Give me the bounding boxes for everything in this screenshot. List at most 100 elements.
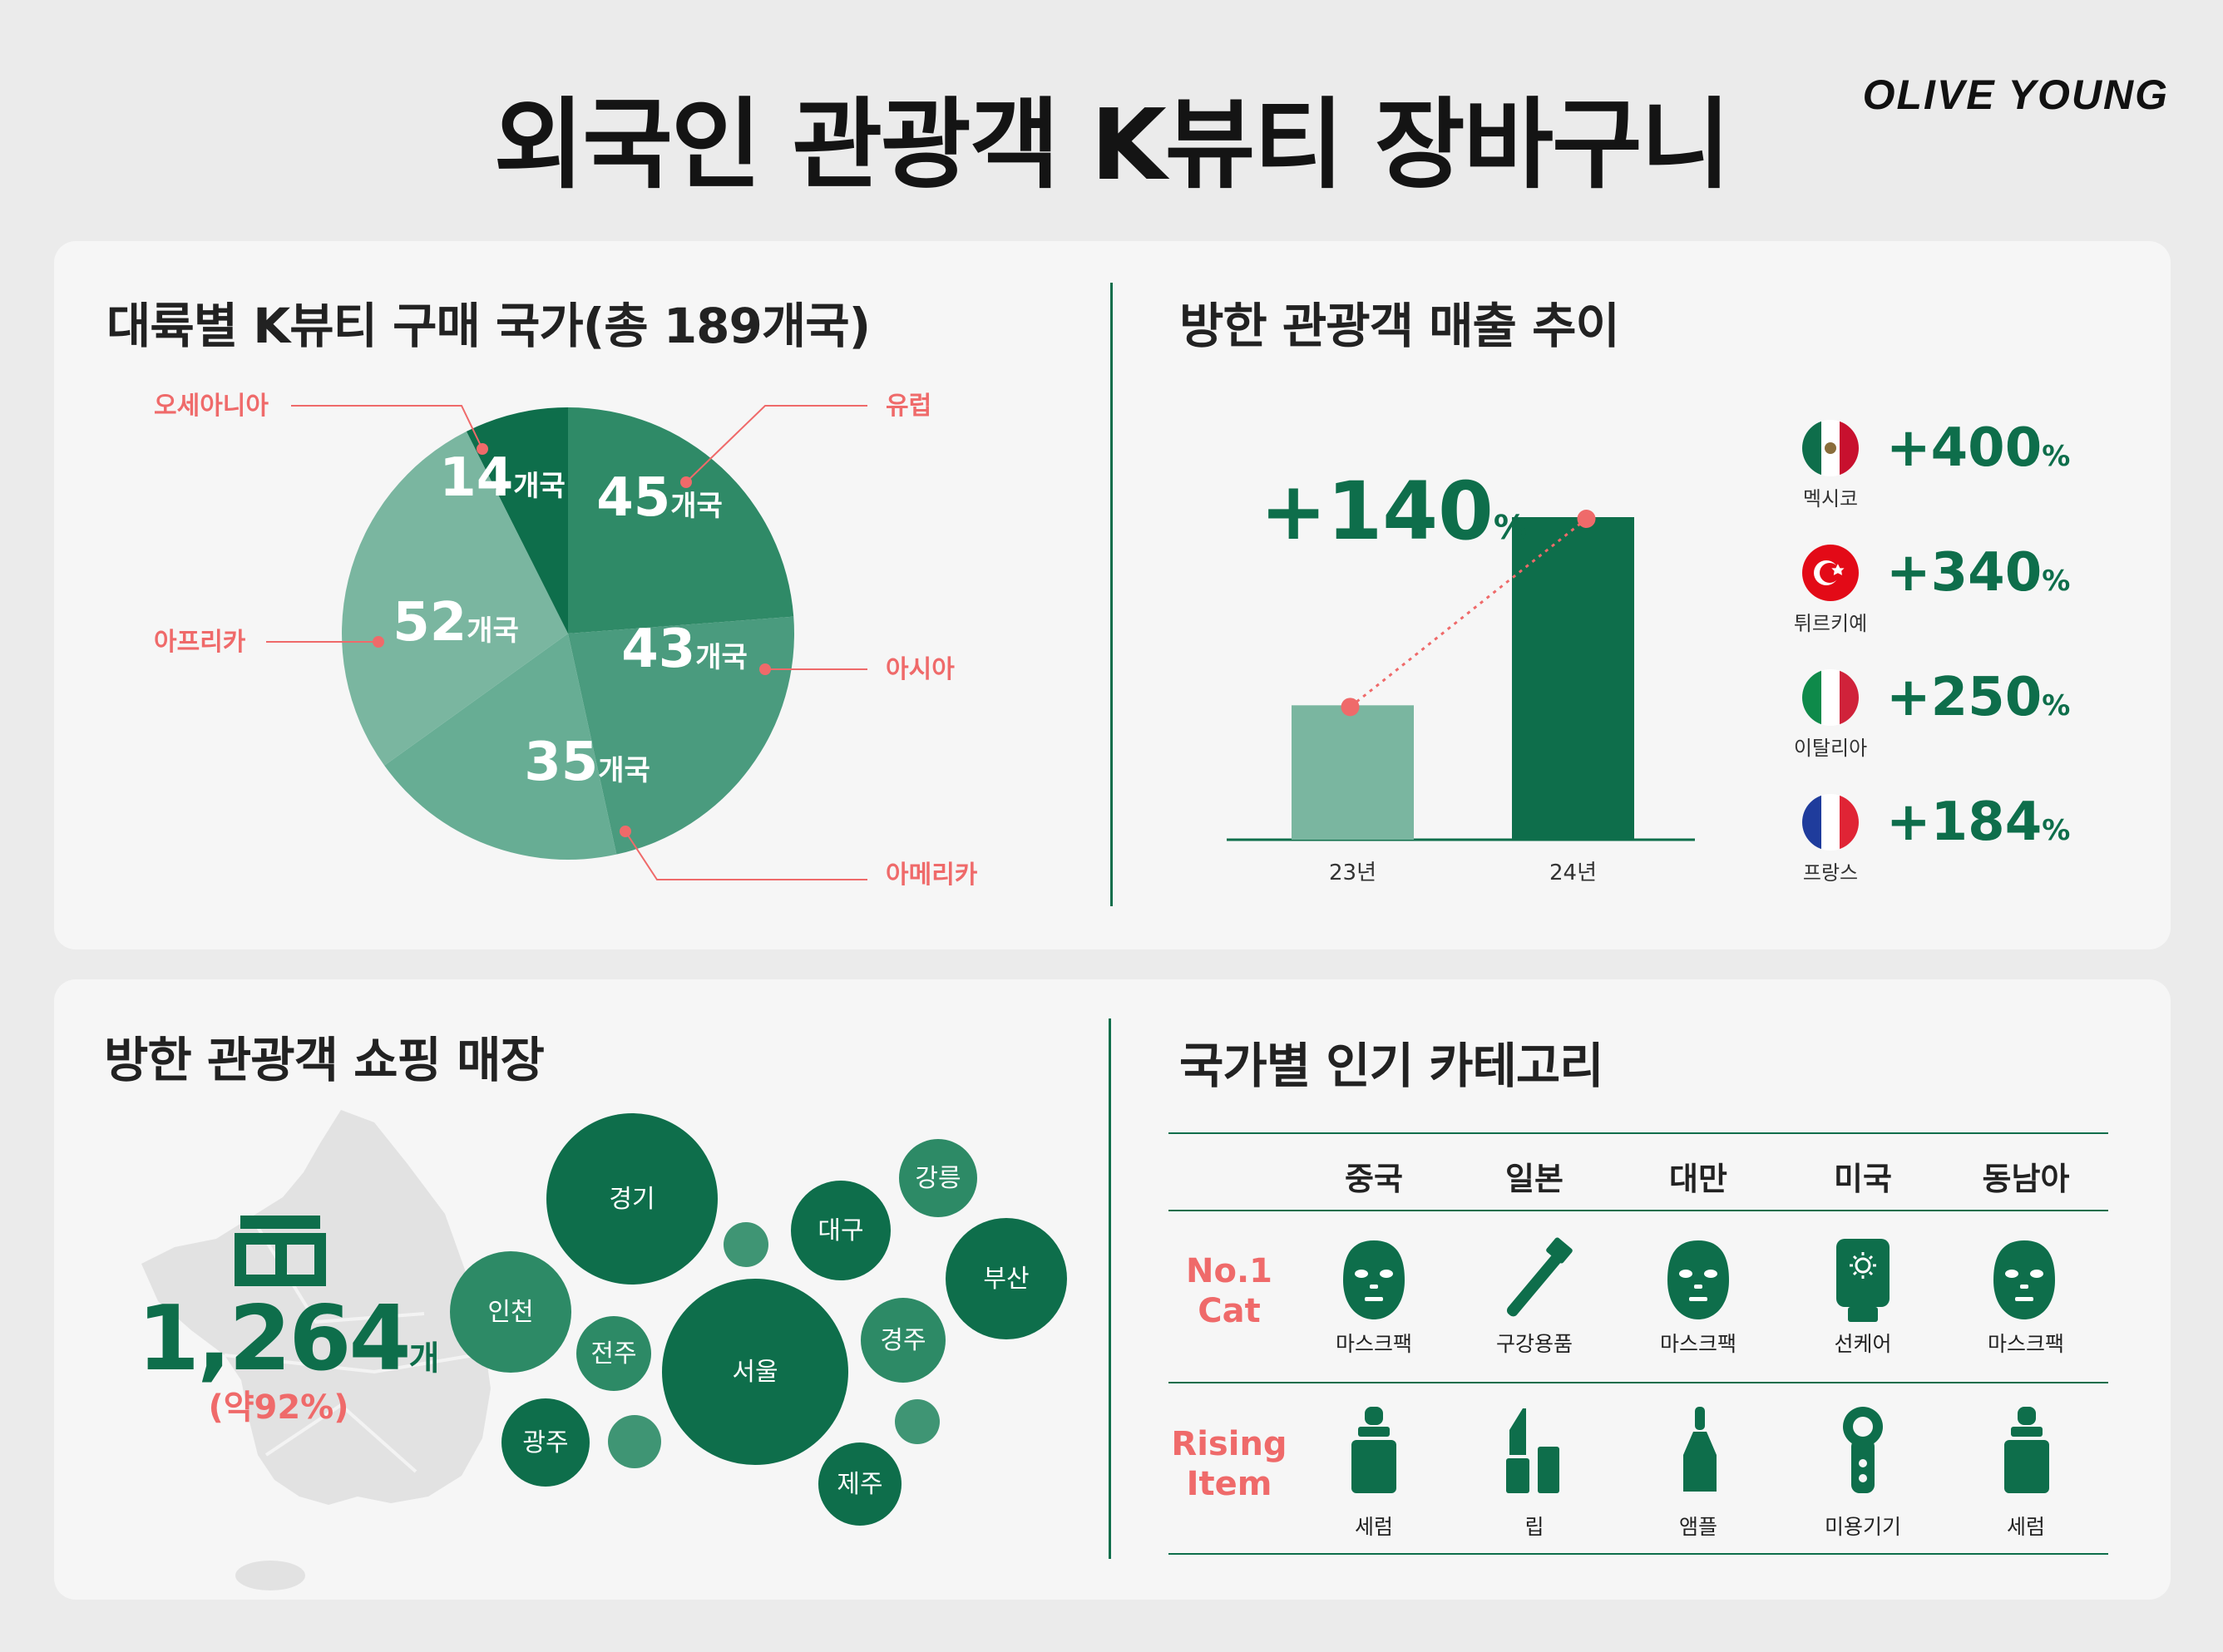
city-label: 전주 <box>590 1339 636 1368</box>
no1-label-japan: 구강용품 <box>1495 1332 1573 1356</box>
lipstick-icon <box>1506 1408 1559 1493</box>
leader-line <box>685 405 867 483</box>
row-label-rising-line2: Item <box>1186 1465 1272 1503</box>
store-bubble <box>546 1113 718 1285</box>
growth-value: +250% <box>1886 667 2070 728</box>
pie-value-label: 14개국 <box>439 447 566 509</box>
growth-unit: % <box>2042 440 2071 473</box>
bar <box>1292 705 1414 840</box>
korea-map-icon <box>141 1110 491 1590</box>
bar-category-label: 24년 <box>1549 861 1597 885</box>
row-label-no1: No.1 Cat <box>1154 1251 1304 1331</box>
rising-label-southeast-asia: 세럼 <box>2006 1515 2045 1539</box>
country-name: 멕시코 <box>1802 487 1859 510</box>
rising-label-japan: 립 <box>1524 1515 1544 1539</box>
pie-slice <box>466 407 568 634</box>
pie-slice <box>568 407 794 634</box>
categories-section-title: 국가별 인기 카테고리 <box>1179 1038 1604 1094</box>
store-bubble <box>662 1279 848 1465</box>
pie-continent-label: 오세아니아 <box>154 392 269 421</box>
mexico-flag-icon <box>1802 420 1859 476</box>
store-count-number: 1,264 <box>137 1287 412 1391</box>
growth-label: +140% <box>1260 465 1527 558</box>
store-bubble <box>608 1415 661 1468</box>
serum-bottle-icon <box>1351 1407 1396 1493</box>
rising-label-usa: 미용기기 <box>1824 1515 1901 1539</box>
no1-label-southeast-asia: 마스크팩 <box>1987 1332 2064 1356</box>
beauty-device-icon <box>1843 1407 1883 1493</box>
table-mid-line <box>1168 1382 2108 1383</box>
store-bubble <box>818 1442 902 1526</box>
toothbrush-icon <box>1506 1237 1573 1317</box>
no1-label-taiwan: 마스크팩 <box>1659 1332 1736 1356</box>
italy-flag-icon <box>1802 669 1859 726</box>
col-header-china: 중국 <box>1345 1161 1403 1197</box>
bar-category-label: 23년 <box>1329 861 1376 885</box>
city-label: 인천 <box>487 1298 533 1327</box>
face-mask-icon <box>1993 1240 2055 1319</box>
pie-value-label: 45개국 <box>596 467 723 529</box>
city-label: 강릉 <box>915 1164 961 1193</box>
city-label: 서울 <box>732 1358 778 1387</box>
store-bubble <box>946 1218 1067 1339</box>
pie-continent-label: 아시아 <box>886 655 955 684</box>
city-label: 대구 <box>818 1216 863 1245</box>
table-top-line <box>1168 1132 2108 1134</box>
pie-value-label: 52개국 <box>393 592 519 653</box>
growth-unit: % <box>2042 689 2071 722</box>
france-flag-icon <box>1802 794 1859 851</box>
store-bubble <box>861 1298 946 1383</box>
no1-label-china: 마스크팩 <box>1335 1332 1412 1356</box>
city-label: 광주 <box>522 1428 568 1457</box>
col-header-southeast-asia: 동남아 <box>1982 1161 2070 1197</box>
leader-dot <box>477 443 488 455</box>
col-header-japan: 일본 <box>1505 1161 1564 1197</box>
store-bubble <box>576 1316 651 1391</box>
ampoule-icon <box>1683 1407 1717 1492</box>
growth-unit: % <box>2042 814 2071 847</box>
bottom-divider <box>1109 1018 1111 1559</box>
col-header-taiwan: 대만 <box>1669 1161 1727 1197</box>
pie-slice <box>568 616 794 855</box>
pie-continent-label: 유럽 <box>886 392 931 421</box>
city-label: 경주 <box>880 1326 926 1355</box>
row-label-no1-line2: Cat <box>1198 1292 1261 1330</box>
turkey-flag-icon <box>1802 545 1859 601</box>
city-label: 제주 <box>837 1470 882 1499</box>
trend-dot <box>1341 698 1360 717</box>
leader-dot <box>373 636 384 648</box>
growth-number: +340 <box>1886 542 2043 604</box>
top-divider <box>1110 283 1113 906</box>
row-label-rising-line1: Rising <box>1171 1425 1287 1463</box>
pie-slice <box>342 431 568 766</box>
stores-section-title: 방한 관광객 쇼핑 매장 <box>104 1032 545 1088</box>
store-bubble <box>450 1251 571 1373</box>
row-label-no1-line1: No.1 <box>1186 1252 1272 1290</box>
growth-value: +184% <box>1886 791 2070 853</box>
leader-line <box>291 405 483 450</box>
bar <box>1512 517 1634 840</box>
rising-label-china: 세럼 <box>1354 1515 1393 1539</box>
pie-value-label: 35개국 <box>524 732 650 793</box>
growth-unit: % <box>2042 565 2071 598</box>
leader-line <box>625 831 867 880</box>
city-label: 부산 <box>983 1265 1029 1294</box>
trend-dot <box>1577 510 1596 528</box>
leader-dot <box>759 663 771 675</box>
growth-number: +184 <box>1886 791 2043 853</box>
no1-label-usa: 선케어 <box>1834 1332 1892 1356</box>
leader-dot <box>620 826 631 837</box>
store-count: 1,264개 <box>137 1287 439 1391</box>
page-title: 외국인 관광객 K뷰티 장바구니 <box>493 87 1731 202</box>
store-bubble <box>895 1399 940 1444</box>
country-name: 프랑스 <box>1802 861 1859 885</box>
store-icon <box>235 1216 326 1286</box>
sales-bar-chart: 23년 24년 +140% <box>1227 465 1695 885</box>
growth-trend-line <box>1349 517 1588 708</box>
growth-value: +400% <box>1886 417 2070 479</box>
store-bubble <box>501 1398 590 1487</box>
store-count-unit: 개 <box>408 1339 440 1378</box>
brand-logo: OLIVE YOUNG <box>1862 72 2169 118</box>
